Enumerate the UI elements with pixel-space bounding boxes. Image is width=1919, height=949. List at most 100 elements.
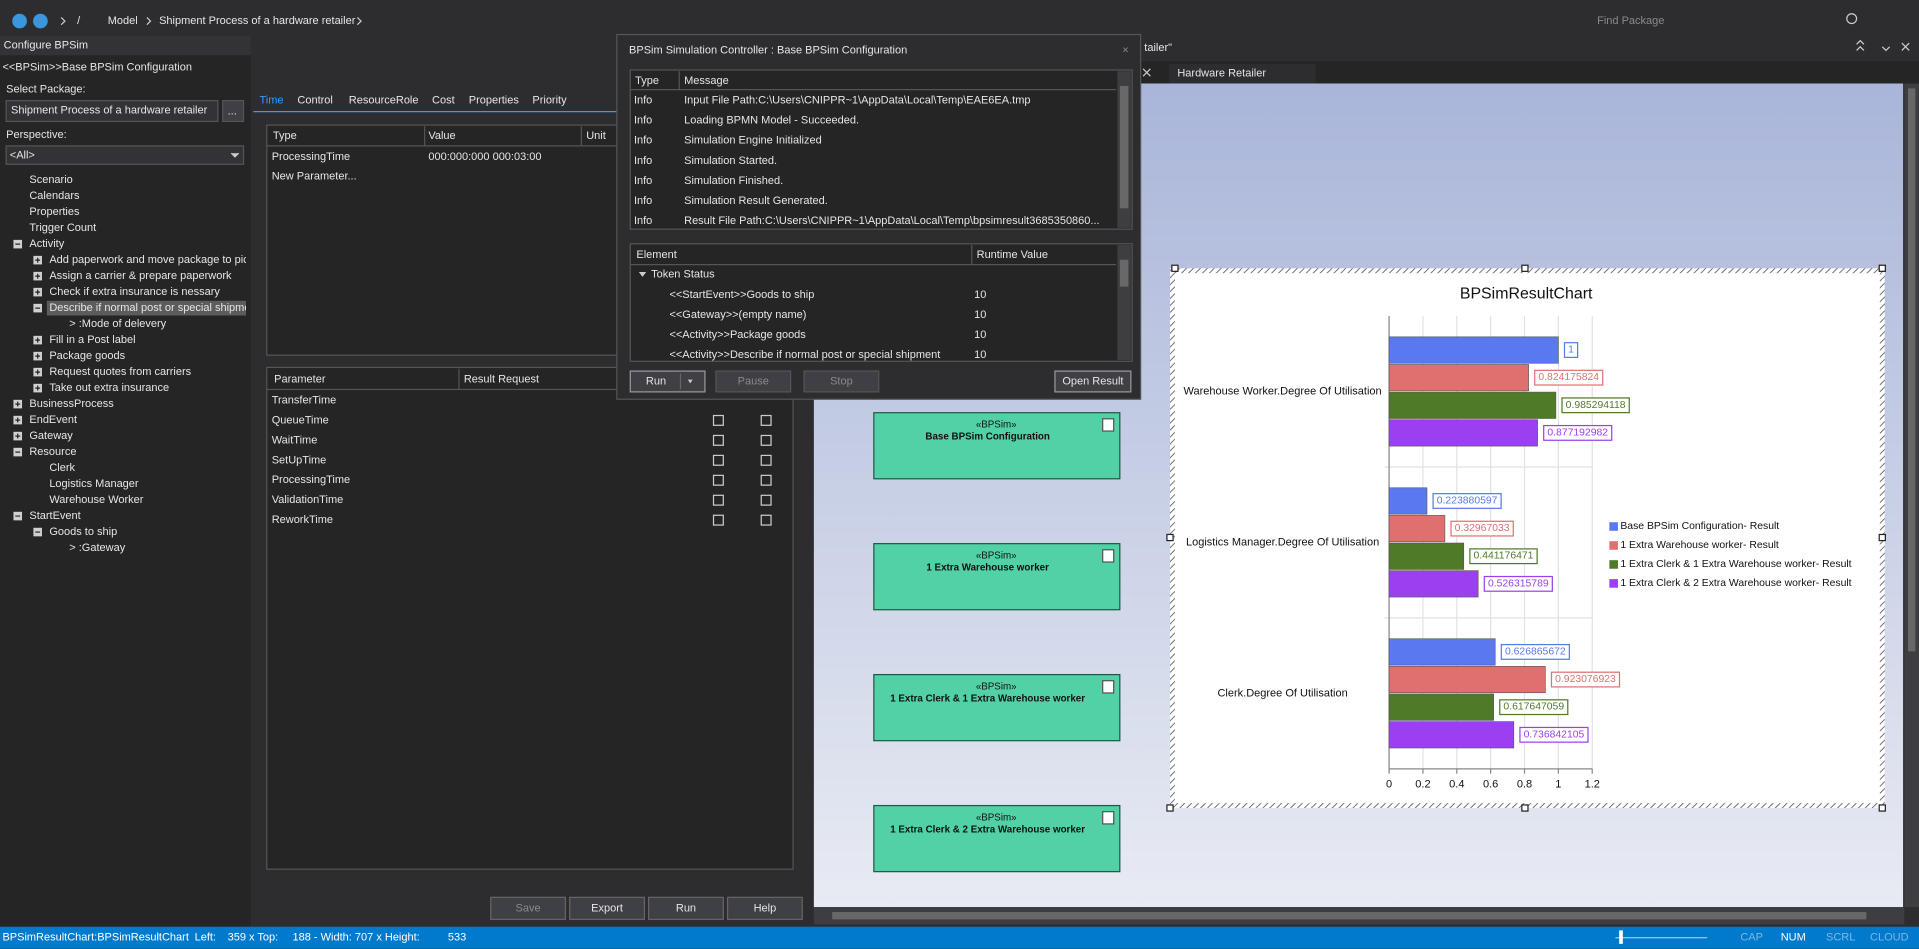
scroll-thumb[interactable]	[1907, 88, 1916, 652]
expander-sign	[35, 385, 41, 391]
tree-item[interactable]: Describe if normal post or special shipm…	[49, 302, 256, 314]
tree-item[interactable]: Package goods	[49, 350, 125, 362]
breadcrumb-separators	[60, 16, 362, 26]
scroll-thumb[interactable]	[832, 912, 1867, 920]
tab[interactable]: ResourceRole	[349, 95, 419, 107]
button[interactable]	[648, 896, 724, 920]
checkbox[interactable]	[712, 474, 724, 486]
button[interactable]	[569, 896, 645, 920]
node[interactable]	[873, 673, 1121, 742]
perspective-dropdown[interactable]	[5, 145, 245, 165]
resize-handle[interactable]	[1166, 533, 1174, 542]
checkbox[interactable]	[760, 514, 772, 526]
button[interactable]	[1054, 370, 1132, 393]
window-buttons[interactable]	[1142, 39, 1910, 77]
checkbox[interactable]	[712, 454, 724, 466]
search-icon[interactable]	[1846, 13, 1858, 25]
resize-handle[interactable]	[1878, 804, 1886, 812]
checkbox[interactable]	[760, 434, 772, 446]
tree-item[interactable]: Gateway	[29, 430, 73, 442]
tab[interactable]: Time	[259, 95, 283, 107]
resize-handle[interactable]	[1166, 804, 1174, 812]
resize-handle[interactable]	[1878, 533, 1886, 542]
browse-button[interactable]	[222, 100, 245, 123]
resize-handle[interactable]	[1878, 264, 1886, 272]
tree-item[interactable]: Check if extra insurance is nessary	[49, 286, 220, 298]
tab-title[interactable]: Hardware Retailer	[1177, 68, 1266, 80]
tree-item[interactable]: Calendars	[29, 190, 80, 202]
tab[interactable]: Properties	[469, 95, 520, 107]
node[interactable]	[873, 804, 1121, 873]
package-input[interactable]	[5, 100, 219, 123]
button[interactable]	[490, 896, 567, 920]
legend-swatch	[1609, 560, 1618, 569]
tree-item[interactable]: Properties	[29, 206, 80, 218]
y-tick-label: Clerk.Degree Of Utilisation	[1217, 687, 1347, 699]
legend-label: 1 Extra Warehouse worker- Result	[1620, 540, 1779, 551]
value-label-box	[1483, 575, 1553, 592]
tab[interactable]: Control	[297, 95, 332, 107]
zoom-thumb[interactable]	[1619, 930, 1623, 944]
diagram-tab[interactable]	[1168, 63, 1316, 84]
checkbox[interactable]	[760, 414, 772, 426]
value-label: 0.223880597	[1437, 495, 1498, 506]
tree-item[interactable]: Scenario	[29, 174, 72, 186]
tree-item[interactable]: Activity	[29, 238, 64, 250]
checkbox[interactable]	[760, 494, 772, 506]
checkbox[interactable]	[712, 434, 724, 446]
log-cell: Info	[634, 115, 652, 127]
close-button[interactable]: ×	[1122, 44, 1128, 56]
tree-item[interactable]: Add paperwork and move package to pick	[49, 254, 254, 266]
node-stereotype: «BPSim»	[976, 419, 1017, 430]
left-panel-header	[0, 35, 251, 56]
checkbox[interactable]	[712, 414, 724, 426]
resize-handle[interactable]	[1171, 264, 1179, 272]
tree-item[interactable]: Goods to ship	[49, 526, 117, 538]
legend-swatch	[1609, 522, 1618, 531]
tree-item[interactable]: Request quotes from carriers	[49, 366, 191, 378]
status-text: 359 x Top:	[228, 932, 279, 944]
breadcrumb-item[interactable]: /	[77, 15, 81, 27]
forward-button[interactable]	[33, 13, 48, 29]
tree-item[interactable]: > :Gateway	[69, 542, 125, 554]
tree-item[interactable]: Resource	[29, 446, 76, 458]
tree-item[interactable]: StartEvent	[29, 510, 80, 522]
resize-handle[interactable]	[1521, 804, 1529, 812]
tree-item[interactable]: Logistics Manager	[49, 478, 139, 490]
scroll-thumb[interactable]	[1119, 85, 1129, 209]
node[interactable]	[873, 543, 1121, 611]
tree: Scenario Calendars Properties Trigger Count…	[13, 174, 256, 554]
collapse-icon[interactable]	[638, 271, 647, 277]
tree-item[interactable]: > :Mode of delevery	[69, 318, 166, 330]
search-box[interactable]	[1588, 11, 1873, 31]
button[interactable]	[726, 896, 803, 920]
button-label: Open Result	[1062, 375, 1123, 387]
tree-item[interactable]: BusinessProcess	[29, 398, 114, 410]
tree-item[interactable]: Clerk	[49, 462, 75, 474]
button[interactable]	[629, 370, 706, 393]
checkbox[interactable]	[760, 474, 772, 486]
tree-item[interactable]: EndEvent	[29, 414, 77, 426]
checkbox[interactable]	[712, 494, 724, 506]
button[interactable]	[715, 370, 792, 393]
tab[interactable]: Cost	[432, 95, 455, 107]
node[interactable]	[873, 412, 1121, 480]
tree-item[interactable]: Assign a carrier & prepare paperwork	[49, 270, 232, 282]
checkbox[interactable]	[712, 514, 724, 526]
tree-item[interactable]: Warehouse Worker	[49, 494, 143, 506]
tree-item[interactable]: Take out extra insurance	[49, 382, 169, 394]
log-cell: Info	[634, 95, 652, 107]
tree-item[interactable]: Fill in a Post label	[49, 334, 135, 346]
breadcrumb-item[interactable]: Shipment Process of a hardware retailer	[159, 15, 356, 27]
resize-handle[interactable]	[1521, 264, 1529, 272]
checkbox[interactable]	[760, 454, 772, 466]
back-button[interactable]	[12, 13, 27, 29]
button-label: Run	[676, 902, 696, 914]
breadcrumb-item[interactable]: Model	[108, 15, 138, 27]
tree-item[interactable]: Trigger Count	[29, 222, 96, 234]
button[interactable]	[803, 370, 880, 393]
log-cell: Result File Path:C:\Users\CNIPPR~1\AppDa…	[684, 215, 1099, 227]
x-tick-label: 1	[1555, 779, 1561, 791]
scroll-thumb[interactable]	[1119, 259, 1129, 287]
tab[interactable]: Priority	[532, 95, 567, 107]
